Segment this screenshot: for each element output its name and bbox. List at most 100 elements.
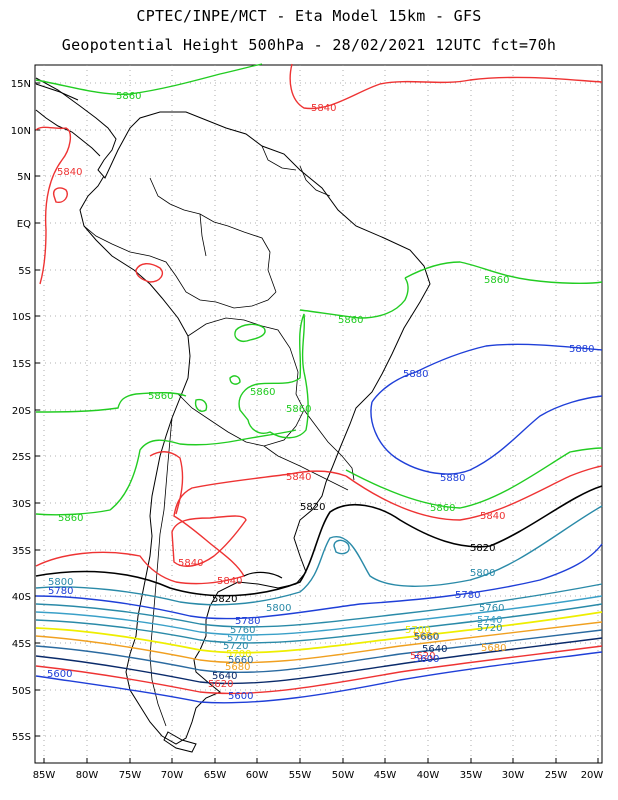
- lon-label: 35W: [460, 770, 483, 781]
- lat-label: 20S: [12, 406, 31, 417]
- lon-label: 70W: [161, 770, 184, 781]
- contour-label: 5820: [212, 594, 237, 605]
- tierra-del-fuego: [163, 731, 197, 753]
- border: [187, 317, 305, 411]
- contour-label: 5820: [470, 543, 495, 554]
- contour-5880-south: [370, 395, 603, 475]
- contour-5880-atlantic: [371, 343, 603, 403]
- contour-label: 5800: [48, 577, 73, 588]
- lat-label: 50S: [12, 686, 31, 697]
- coastlines: [35, 77, 431, 753]
- contour-5840-mid: [35, 470, 347, 585]
- title-line-1: CPTEC/INPE/MCT - Eta Model 15km - GFS: [136, 7, 482, 25]
- contour-label: 5860: [250, 387, 275, 398]
- contour-label: 5660: [414, 632, 439, 643]
- contour-label: 5860: [338, 315, 363, 326]
- border: [149, 177, 277, 293]
- latitude-labels: 15N 10N 5N EQ 5S 10S 15S 20S 25S 30S 35S…: [11, 79, 31, 743]
- caribbean-coastline: [35, 83, 79, 101]
- contour-label: 5780: [455, 590, 480, 601]
- lat-label: 30S: [12, 499, 31, 510]
- contour-label: 5620: [410, 651, 435, 662]
- contour-label: 5760: [230, 625, 255, 636]
- contour-label: 5720: [477, 623, 502, 634]
- contour-label: 5780: [235, 616, 260, 627]
- contour-label: 5840: [480, 511, 505, 522]
- contour-5860-north: [35, 63, 263, 95]
- lon-label: 60W: [246, 770, 269, 781]
- contour-label: 5780: [48, 586, 73, 597]
- lon-label: 30W: [502, 770, 525, 781]
- lat-label: 10N: [11, 126, 31, 137]
- contour-5600-south: [35, 651, 603, 704]
- lat-label: 55S: [12, 732, 31, 743]
- border: [261, 145, 297, 171]
- contour-label: 5840: [57, 167, 82, 178]
- contour-label: 5860: [148, 391, 173, 402]
- lon-label: 80W: [76, 770, 99, 781]
- contour-5840-inner: [171, 515, 247, 567]
- contour-label: 5680: [413, 631, 438, 642]
- contour-label: 5760: [479, 603, 504, 614]
- lon-label: 20W: [581, 770, 604, 781]
- contour-label: 5660: [228, 655, 253, 666]
- contour-label: 5620: [208, 679, 233, 690]
- contour-5840-caribbean: [35, 126, 72, 285]
- contour-5840-peru: [135, 263, 164, 283]
- contour-5840-argentina: [149, 451, 184, 515]
- contour-label: 5800: [470, 568, 495, 579]
- lon-label: 25W: [545, 770, 568, 781]
- contour-5840-loop: [52, 187, 68, 204]
- south-america-coastline: [35, 77, 431, 745]
- central-america-coastline: [35, 109, 101, 157]
- contour-label: 5840: [217, 576, 242, 587]
- lon-label: 85W: [33, 770, 56, 781]
- lat-label: 35S: [12, 546, 31, 557]
- contour-label: 5640: [212, 671, 237, 682]
- contour-5860-pantanal: [238, 313, 309, 439]
- contour-5660: [35, 629, 603, 674]
- contour-label: 5860: [430, 503, 455, 514]
- contour-5820-main: [35, 485, 603, 597]
- contour-label: 5840: [311, 103, 336, 114]
- contour-label: 5860: [484, 275, 509, 286]
- contour-5780: [35, 543, 603, 620]
- contour-label: 5860: [116, 91, 141, 102]
- lat-label: 25S: [12, 452, 31, 463]
- contour-label: 5740: [477, 615, 502, 626]
- contour-5820-inner: [243, 571, 283, 579]
- lat-label: 5N: [17, 172, 31, 183]
- contour-5860-small2: [229, 375, 241, 385]
- contour-5760: [35, 583, 603, 628]
- contour-5840-north: [289, 63, 603, 110]
- contour-label: 5860: [286, 404, 311, 415]
- border: [299, 165, 331, 197]
- contour-label: 5820: [300, 502, 325, 513]
- contour-5860-bolivia: [234, 323, 266, 342]
- contour-5860-south: [35, 429, 297, 516]
- contour-lines: [35, 63, 603, 704]
- contour-label: 5600: [47, 669, 72, 680]
- contour-label: 5600: [228, 691, 253, 702]
- contour-5680: [35, 621, 603, 664]
- contour-label: 5640: [422, 644, 447, 655]
- border: [83, 225, 277, 309]
- contour-5860-brazil-lobe: [299, 277, 409, 319]
- contour-5860-brazil-east: [404, 261, 603, 285]
- border: [303, 409, 355, 481]
- contour-label: 5740: [227, 633, 252, 644]
- contour-5860-west: [35, 391, 187, 413]
- contour-label: 5700: [405, 625, 430, 636]
- longitude-labels: 85W 80W 75W 70W 65W 60W 55W 50W 45W 40W …: [33, 770, 604, 781]
- lat-label: 45S: [12, 639, 31, 650]
- contour-label: 5600: [414, 654, 439, 665]
- lat-label: 10S: [12, 312, 31, 323]
- contour-labels: 5860 5840 5840 5860 5860 5880 5880 5860 …: [47, 91, 594, 702]
- contour-label: 5680: [481, 643, 506, 654]
- contour-label: 5880: [440, 473, 465, 484]
- contour-5720: [35, 603, 603, 644]
- lon-label: 65W: [204, 770, 227, 781]
- contour-label: 5800: [266, 603, 291, 614]
- lon-label: 40W: [417, 770, 440, 781]
